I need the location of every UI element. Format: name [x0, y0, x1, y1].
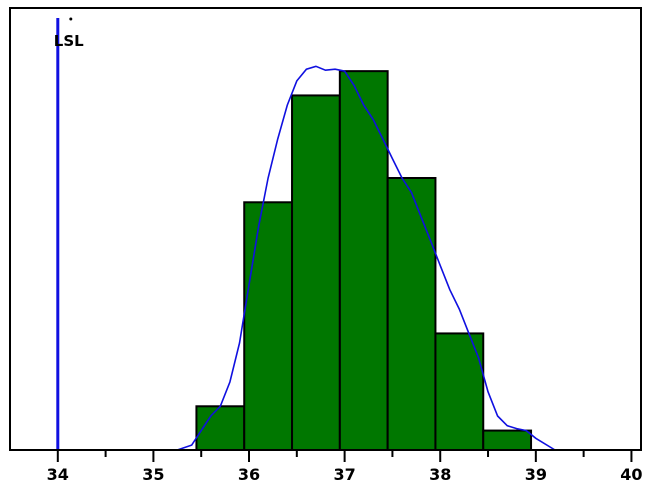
histogram-bar-2	[243, 201, 294, 451]
curve-layer	[177, 65, 556, 451]
histogram-bar-3	[291, 94, 341, 452]
reference-label-lsl: LSL	[54, 32, 84, 50]
x-tick-label: 34	[47, 465, 69, 484]
x-tick-label: 40	[620, 465, 642, 484]
histogram-bar-7	[482, 429, 533, 452]
x-tick-label: 38	[429, 465, 451, 484]
plot-frame	[9, 7, 642, 451]
reference-layer: LSL	[54, 17, 84, 450]
x-tick-label: 35	[142, 465, 164, 484]
histogram-bar-6	[434, 332, 485, 451]
x-tick-label: 39	[525, 465, 547, 484]
x-tick-label: 37	[333, 465, 355, 484]
x-axis: 34 35 36 37 38 39 40	[47, 450, 643, 484]
histogram-bar-4	[338, 70, 389, 452]
x-tick-label: 36	[238, 465, 260, 484]
reference-marker-dot	[69, 17, 73, 21]
density-curve	[177, 65, 556, 451]
bars-layer	[195, 70, 533, 452]
histogram-bar-5	[386, 177, 437, 451]
